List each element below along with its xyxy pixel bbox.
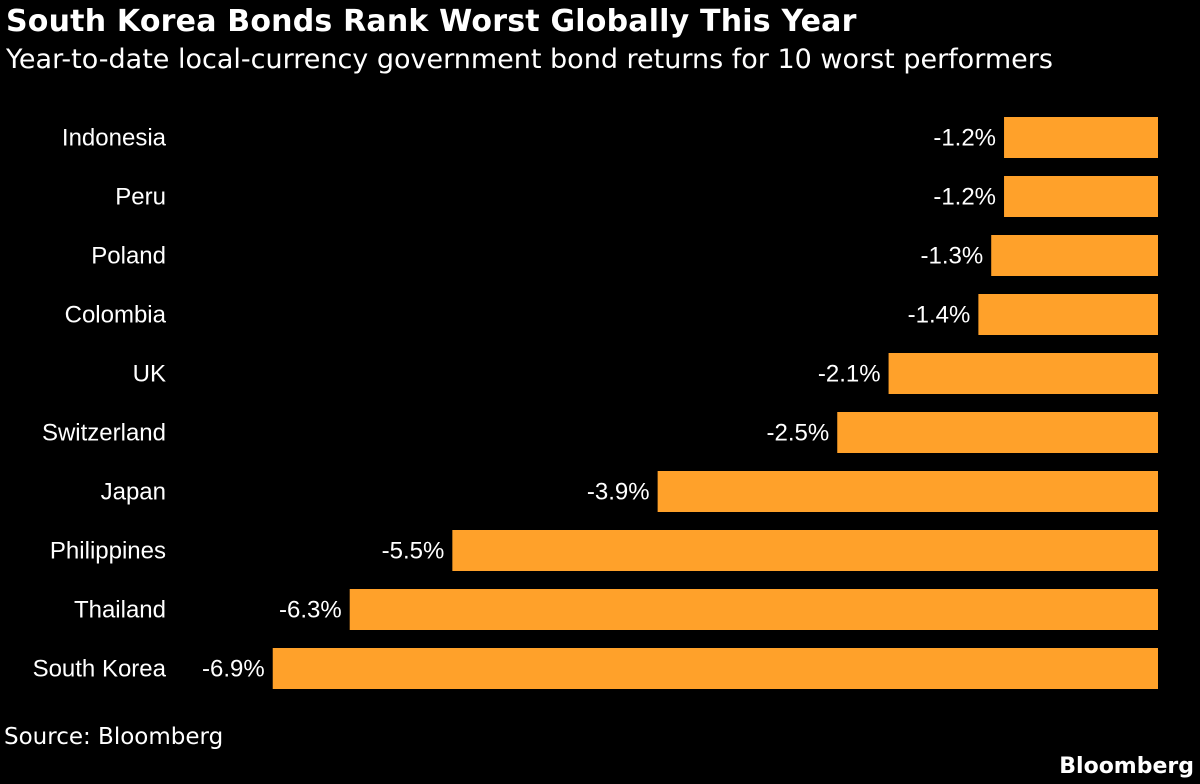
value-label: -2.1% bbox=[818, 361, 881, 388]
chart-title: South Korea Bonds Rank Worst Globally Th… bbox=[6, 4, 857, 39]
value-label: -5.5% bbox=[382, 538, 445, 565]
value-label: -6.3% bbox=[279, 597, 342, 624]
bar bbox=[1004, 117, 1158, 158]
value-label: -3.9% bbox=[587, 479, 650, 506]
bar bbox=[888, 353, 1158, 394]
bars bbox=[272, 117, 1159, 689]
value-label: -1.3% bbox=[921, 243, 984, 270]
value-label: -1.4% bbox=[908, 302, 971, 329]
value-labels: -1.2% -1.2% -1.3% -1.4% -2.1% -2.5% -3.9% -5.5%… bbox=[202, 125, 996, 683]
category-label: Peru bbox=[115, 184, 166, 211]
bar bbox=[272, 648, 1159, 689]
bloomberg-logo: Bloomberg bbox=[1059, 754, 1194, 779]
category-label: Philippines bbox=[50, 538, 166, 565]
chart-subtitle: Year-to-date local-currency government b… bbox=[6, 44, 1053, 75]
bar bbox=[978, 294, 1158, 335]
category-labels: Indonesia Peru Poland Colombia UK Switzerland… bbox=[33, 125, 167, 683]
value-label: -1.2% bbox=[933, 125, 996, 152]
bar bbox=[1004, 176, 1158, 217]
category-label: Japan bbox=[101, 479, 166, 506]
bar bbox=[452, 530, 1159, 571]
category-label: UK bbox=[133, 361, 166, 388]
bar bbox=[349, 589, 1159, 630]
bar bbox=[837, 412, 1158, 453]
bar bbox=[991, 235, 1158, 276]
source-note: Source: Bloomberg bbox=[4, 724, 224, 750]
category-label: Colombia bbox=[65, 302, 167, 329]
category-label: Switzerland bbox=[42, 420, 166, 447]
value-label: -2.5% bbox=[767, 420, 830, 447]
category-label: Indonesia bbox=[62, 125, 167, 152]
bar bbox=[657, 471, 1158, 512]
category-label: Thailand bbox=[74, 597, 166, 624]
category-label: Poland bbox=[91, 243, 166, 270]
category-label: South Korea bbox=[33, 656, 167, 683]
value-label: -1.2% bbox=[933, 184, 996, 211]
value-label: -6.9% bbox=[202, 656, 265, 683]
